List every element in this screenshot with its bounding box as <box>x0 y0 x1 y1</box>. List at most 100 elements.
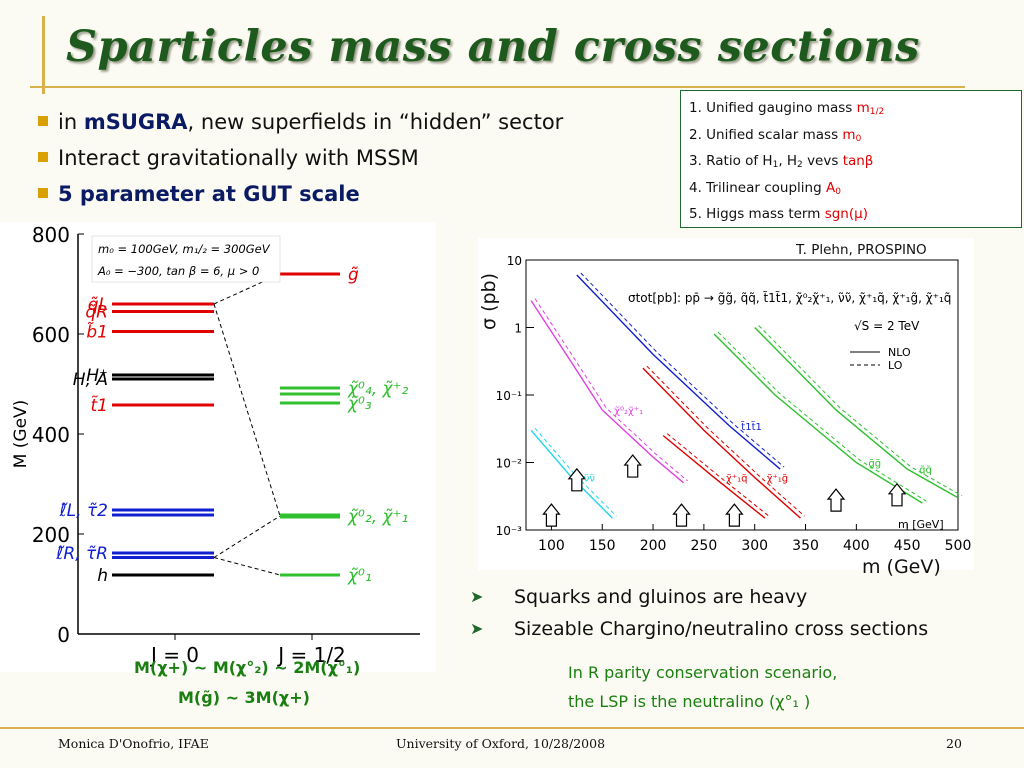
mass-y-tick-label: 200 <box>32 523 70 547</box>
xs-threshold-arrow-icon <box>826 488 846 512</box>
mass-spectrum-chart: 0 200 400 600 800 M (GeV) J = 0 J = 1/2 q̃Lq̃Rb… <box>0 222 436 672</box>
bullet-bold: 5 parameter at GUT scale <box>58 182 360 206</box>
xs-threshold-arrow-icon <box>623 454 642 478</box>
bullet-text: Interact gravitationally with MSSM <box>58 146 419 170</box>
mass-y-axis-label: M (GeV) <box>11 400 31 469</box>
param-symbol-main: m <box>856 100 870 116</box>
square-bullet-icon <box>38 152 48 162</box>
xs-series-label: q̃q̃ <box>919 464 932 476</box>
param-row: 3. Ratio of H1, H2 vevs tanβ <box>689 148 1011 175</box>
square-bullet-icon <box>38 116 48 126</box>
parameter-inset-line2: A₀ = −300, tan β = 6, μ > 0 <box>97 264 259 278</box>
xs-series-label: g̃g̃ <box>868 458 881 470</box>
mass-connector <box>213 557 281 576</box>
bullet-item: in mSUGRA, new superfields in “hidden” s… <box>38 104 658 140</box>
xs-series-label: t̃1t̃1 <box>740 420 762 433</box>
xs-x-tick-label: 350 <box>792 538 819 554</box>
mass-level-label: H⁺ <box>86 366 108 386</box>
param-sub: 1 <box>772 160 779 171</box>
xs-x-tick-label: 300 <box>741 538 768 554</box>
xs-y-tick-label: 1 <box>514 322 522 336</box>
nlo-legend-label: NLO <box>888 346 911 359</box>
footer-author: Monica D'Onofrio, IFAE <box>58 736 209 751</box>
mass-y-tick-label: 600 <box>32 323 70 347</box>
xs-lo-curve <box>534 298 688 482</box>
xs-threshold-arrow-icon <box>672 503 691 527</box>
mass-category-label: J = 1/2 <box>276 643 346 667</box>
gut-parameters-box: 1. Unified gaugino mass m1/2 2. Unified … <box>680 90 1022 228</box>
mass-axis-label: m (GeV) <box>862 556 941 578</box>
xs-x-unit-label: m [GeV] <box>898 518 944 531</box>
xs-lo-curve <box>580 272 785 468</box>
xs-x-tick-label: 200 <box>640 538 667 554</box>
mass-level-label: χ̃⁰₃ <box>347 394 372 414</box>
xs-nlo-curve <box>642 367 801 519</box>
parameter-inset <box>91 235 281 283</box>
param-text: 5. Higgs mass term <box>689 206 825 223</box>
bullet-item: 5 parameter at GUT scale <box>38 176 658 212</box>
mass-connector <box>213 303 281 517</box>
mass-level-label: ℓ̃R, τ̃R <box>55 544 108 564</box>
mass-y-tick-label: 800 <box>32 223 70 247</box>
mass-chart-connectors <box>213 273 281 576</box>
mass-connector <box>213 273 281 305</box>
param-row: 2. Unified scalar mass m0 <box>689 122 1011 149</box>
xs-chart-arrows <box>542 454 907 527</box>
xs-lo-curve <box>758 325 963 497</box>
xs-threshold-arrow-icon <box>542 503 561 527</box>
param-row: 1. Unified gaugino mass m1/2 <box>689 95 1011 122</box>
param-sub: 2 <box>797 160 803 171</box>
xs-nlo-curve <box>713 333 923 504</box>
xs-series-label: χ̃⁺₁q̃ <box>726 472 747 484</box>
xs-x-tick-label: 500 <box>945 538 972 554</box>
bullet-bold: mSUGRA <box>83 110 188 134</box>
conclusion-item: ➤ Squarks and gluinos are heavy <box>468 581 1018 613</box>
mass-level-label: χ̃⁰₁ <box>347 566 372 586</box>
footer-venue-date: University of Oxford, 10/28/2008 <box>396 736 606 751</box>
mass-relation-note: M(χ+) ~ M(χ°₂) ~ 2M(χ°₁) <box>134 658 361 677</box>
mass-level-label: q̃R <box>85 303 108 323</box>
param-symbol-main: m <box>842 126 856 143</box>
xs-threshold-arrow-icon <box>567 467 587 492</box>
lsp-note: In R parity conservation scenario, the L… <box>568 658 837 716</box>
mass-level-label: χ̃⁰₄, χ̃⁺₂ <box>347 379 409 399</box>
param-symbol: m0 <box>842 126 862 144</box>
xs-lo-curve <box>534 427 617 517</box>
xs-legend-process-text: σtot[pb]: pp̄ → g̃g̃, q̃q̃, t̃1t̃1, χ̃⁰₂… <box>628 291 951 305</box>
xs-x-tick-label: 400 <box>843 538 870 554</box>
mass-level-label: h <box>97 566 108 586</box>
xs-chart-labels: χ̃⁰₂χ̃⁺₁ ν̃ν̃ t̃1t̃1 χ̃⁺₁g̃ χ̃⁺₁q̃ g̃g̃ q̃q̃ <box>584 405 932 485</box>
arrow-bullet-icon: ➤ <box>470 587 484 606</box>
xs-x-tick-label: 250 <box>691 538 718 554</box>
xs-lo-curve <box>666 433 770 517</box>
param-symbol-sub: 0 <box>835 186 841 197</box>
mass-chart-levels <box>112 272 340 577</box>
mass-category-label: J = 0 <box>149 643 199 667</box>
slide-title: Sparticles mass and cross sections <box>66 22 920 72</box>
xs-x-tick-label: 100 <box>538 538 565 554</box>
conclusion-list: ➤ Squarks and gluinos are heavy ➤ Sizeab… <box>468 581 1018 645</box>
xs-nlo-curve <box>576 274 781 470</box>
xs-series-label: χ̃⁺₁g̃ <box>767 472 788 484</box>
mass-level-label: b̃1 <box>86 321 108 342</box>
conclusion-item: ➤ Sizeable Chargino/neutralino cross sec… <box>468 613 1018 645</box>
xs-nlo-curve <box>662 435 766 519</box>
title-underline <box>30 86 965 88</box>
param-symbol: m1/2 <box>856 100 885 117</box>
param-row: 4. Trilinear coupling A0 <box>689 175 1011 202</box>
param-text: 3. Ratio of H <box>689 153 773 170</box>
cross-section-chart: 100 150 200 250 300 350 400 450 500 10 1 10⁻¹ 10⁻² 10… <box>478 238 974 570</box>
param-text: 1. Unified gaugino mass <box>689 100 857 116</box>
param-text: vevs <box>802 153 843 170</box>
mass-level-label: H, A <box>73 370 108 390</box>
xs-x-tick-label: 450 <box>894 538 921 554</box>
mass-y-tick-label: 400 <box>32 423 70 447</box>
mass-level-label: t̃1 <box>91 395 108 416</box>
param-symbol: tanβ <box>842 153 874 170</box>
xs-nlo-curve <box>530 300 685 484</box>
xs-series-label: χ̃⁰₂χ̃⁺₁ <box>614 405 643 417</box>
parameter-inset-line1: m₀ = 100GeV, m₁/₂ = 300GeV <box>98 242 271 256</box>
param-symbol-sub: 0 <box>855 133 862 144</box>
mass-level-label: χ̃⁰₂, χ̃⁺₁ <box>347 507 408 527</box>
